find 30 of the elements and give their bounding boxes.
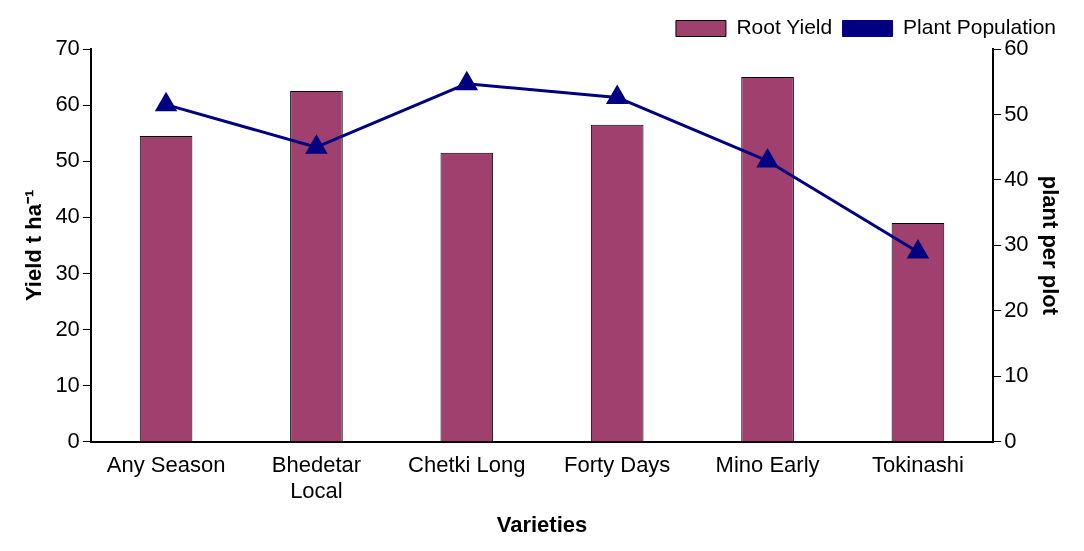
y2-tick-label: 40 — [1004, 166, 1029, 191]
x-tick-label: Forty Days — [564, 452, 671, 478]
y-tick-label: 30 — [55, 259, 80, 285]
y-tick-label: 50 — [55, 147, 80, 173]
point — [607, 85, 628, 104]
y2-tick-label: 30 — [1004, 231, 1029, 257]
x-tick-label: Chetki Long — [408, 452, 526, 478]
y-tick-label: 60 — [55, 91, 80, 117]
point — [757, 149, 778, 168]
x-tick-label: Tokinashi — [872, 452, 964, 478]
point — [306, 135, 327, 154]
y-tick-label: 70 — [55, 35, 80, 61]
y-tick-label: 40 — [55, 203, 80, 229]
x-axis-title: Varieties — [496, 511, 588, 537]
point — [907, 240, 929, 259]
point — [456, 72, 477, 91]
point — [155, 93, 177, 112]
y-tick-label: 0 — [67, 427, 80, 453]
y2-tick-label: 10 — [1004, 362, 1029, 388]
y-axis-title: Yield t ha⁻¹ — [21, 189, 47, 302]
x-tick-label: Bhedetar Local — [271, 452, 362, 504]
x-tick-label: Any Season — [106, 452, 226, 478]
y-tick-label: 20 — [55, 315, 80, 341]
y2-tick-label: 50 — [1004, 100, 1029, 126]
y2-axis-title: plant per plot — [1037, 175, 1063, 316]
y2-tick-label: 0 — [1004, 427, 1017, 453]
legend-label: Root Yield — [736, 15, 833, 39]
x-tick-label: Mino Early — [715, 452, 820, 478]
y2-tick-label: 20 — [1004, 296, 1029, 322]
y-tick-label: 10 — [55, 371, 80, 397]
